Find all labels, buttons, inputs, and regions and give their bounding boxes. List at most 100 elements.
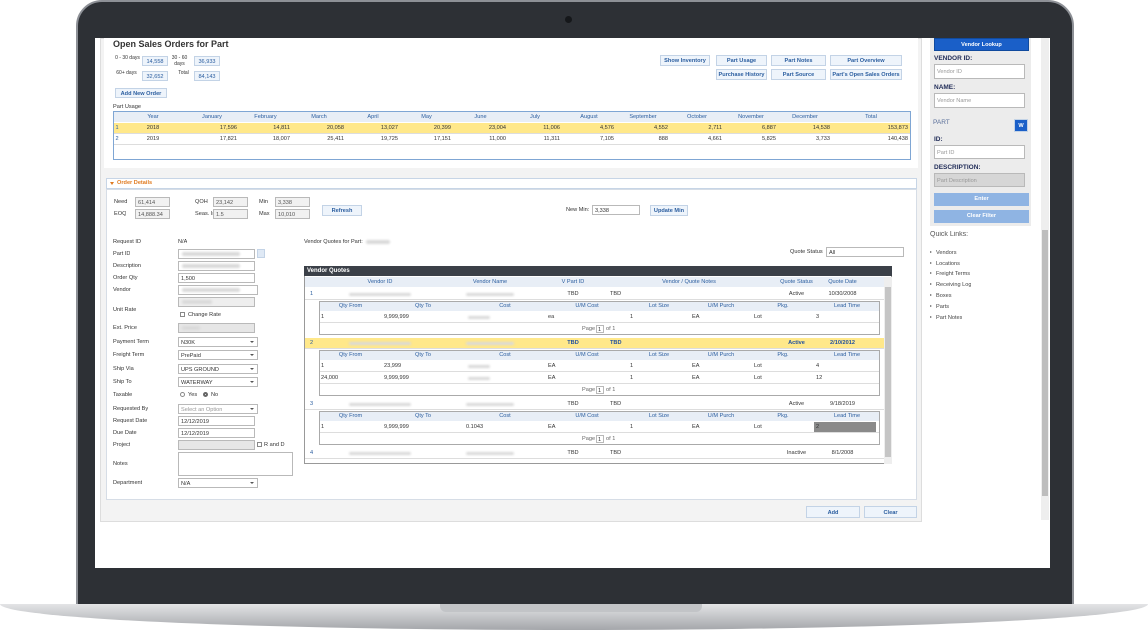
quote-row — [305, 289, 884, 300]
top-button[interactable]: Purchase History — [716, 69, 767, 80]
sub-cell: 9,999,999 — [384, 314, 409, 320]
select[interactable]: PrePaid — [178, 350, 258, 360]
vq-title-bar: Vendor Quotes — [304, 266, 892, 276]
input-box[interactable] — [178, 323, 255, 333]
sub-row — [319, 372, 880, 384]
select[interactable]: Select an Option — [178, 404, 258, 414]
select[interactable]: WATERWAY — [178, 377, 258, 387]
blurred-value — [349, 342, 411, 345]
refresh-button[interactable]: Refresh — [322, 205, 362, 216]
stat-label: Min — [259, 199, 269, 205]
usage-cell: 153,873 — [887, 125, 908, 131]
sub-row — [319, 360, 880, 372]
top-button[interactable]: Part Overview — [830, 55, 902, 66]
update-min-button[interactable]: Update Min — [650, 205, 688, 216]
sub-cell: EA — [692, 424, 700, 430]
sub-row — [319, 421, 880, 433]
usage-cell: 25,411 — [327, 136, 344, 142]
quick-link[interactable]: Boxes — [936, 293, 952, 299]
field-label: Notes — [113, 461, 128, 467]
blurred-value — [182, 300, 212, 304]
stat-value[interactable]: 1.5 — [213, 209, 248, 219]
sub-cell: 2 — [816, 424, 820, 430]
notes-textarea[interactable] — [178, 452, 293, 476]
quick-link[interactable]: Locations — [936, 261, 960, 267]
blurred-value — [182, 252, 240, 256]
column-header: July — [530, 114, 540, 120]
sub-cell: 1 — [630, 375, 634, 381]
new-min-input[interactable]: 3,338 — [592, 205, 640, 215]
top-button[interactable]: Part Notes — [771, 55, 826, 66]
stat-label: Seas. Index — [195, 211, 225, 217]
top-button[interactable]: Show Inventory — [660, 55, 710, 66]
select[interactable]: UPS GROUND — [178, 364, 258, 374]
quote-status-select[interactable]: All — [826, 247, 904, 257]
radio-label: No — [211, 392, 219, 398]
quick-link[interactable]: Vendors — [936, 250, 957, 256]
top-button[interactable]: Part Usage — [716, 55, 767, 66]
radio[interactable] — [203, 392, 208, 397]
vendor-lookup-button[interactable]: Vendor Lookup — [934, 38, 1029, 51]
lookup-button[interactable] — [257, 249, 265, 258]
input-box[interactable] — [178, 297, 255, 307]
field-label: Payment Term — [113, 339, 149, 345]
scrollbar-thumb[interactable] — [1042, 230, 1048, 496]
quick-link[interactable]: Receiving Log — [936, 282, 972, 288]
sub-cell: Lot — [754, 314, 762, 320]
pager-input[interactable]: 1 — [596, 386, 604, 394]
stat-value[interactable]: 3,338 — [275, 197, 310, 207]
field-label: Ship Via — [113, 366, 134, 372]
stat-value[interactable]: 23,142 — [213, 197, 248, 207]
top-button[interactable]: Part's Open Sales Orders — [830, 69, 902, 80]
blurred-value — [466, 403, 514, 406]
part-description-input[interactable]: Part Description — [934, 173, 1025, 187]
pager-input[interactable]: 1 — [596, 325, 604, 333]
usage-cell: 11,000 — [489, 136, 506, 142]
vq-header-row — [305, 277, 884, 287]
sub-column-header: Lot Size — [648, 352, 670, 358]
part-id-input[interactable]: Part ID — [934, 145, 1025, 159]
text-input[interactable]: 1,500 — [178, 273, 255, 283]
add-new-order-button[interactable]: Add New Order — [115, 88, 167, 98]
clear-button[interactable]: Clear — [864, 506, 917, 518]
select[interactable]: N30K — [178, 337, 258, 347]
aging-label: 0 - 30 days — [115, 55, 140, 61]
radio[interactable] — [180, 392, 185, 397]
sub-column-header: U/M Purch — [707, 303, 735, 309]
pager-input[interactable]: 1 — [596, 435, 604, 443]
text-input[interactable]: 12/12/2019 — [178, 416, 255, 426]
text-input[interactable]: 12/12/2019 — [178, 428, 255, 438]
quick-link[interactable]: Parts — [936, 304, 950, 310]
quote-cell: TBD — [567, 291, 579, 297]
checkbox-label: Change Rate — [188, 312, 221, 318]
input-box[interactable] — [178, 440, 255, 450]
quick-link[interactable]: Part Notes — [936, 315, 963, 321]
quote-cell: TBD — [567, 340, 579, 346]
sub-column-header: Lot Size — [648, 303, 670, 309]
stat-value[interactable]: 61,414 — [135, 197, 170, 207]
sub-column-header: U/M Cost — [575, 352, 599, 358]
w-button[interactable]: W — [1014, 119, 1028, 132]
checkbox[interactable] — [180, 312, 185, 317]
column-header: March — [311, 114, 327, 120]
collapse-caret — [110, 182, 114, 185]
sub-cell: EA — [548, 375, 556, 381]
quote-cell: 10/30/2008 — [828, 291, 857, 297]
stat-value[interactable]: 14,888.34 — [135, 209, 170, 219]
enter-button[interactable]: Enter — [934, 193, 1029, 206]
blurred-value — [468, 316, 490, 319]
sub-cell: 24,000 — [321, 375, 339, 381]
vendor-name-input[interactable]: Vendor Name — [934, 93, 1025, 108]
top-button[interactable]: Part Source — [771, 69, 826, 80]
column-header: June — [474, 114, 487, 120]
stat-value[interactable]: 10,010 — [275, 209, 310, 219]
field-label: VENDOR ID: — [934, 55, 973, 62]
quick-link[interactable]: Freight Terms — [936, 271, 971, 277]
clear-filter-button[interactable]: Clear Filter — [934, 210, 1029, 223]
vendor-id-input[interactable]: Vendor ID — [934, 64, 1025, 79]
checkbox[interactable] — [257, 442, 262, 447]
add-button[interactable]: Add — [806, 506, 860, 518]
select[interactable]: N/A — [178, 478, 258, 488]
sub-column-header: Qty To — [414, 413, 432, 419]
sub-column-header: Pkg. — [777, 352, 789, 358]
